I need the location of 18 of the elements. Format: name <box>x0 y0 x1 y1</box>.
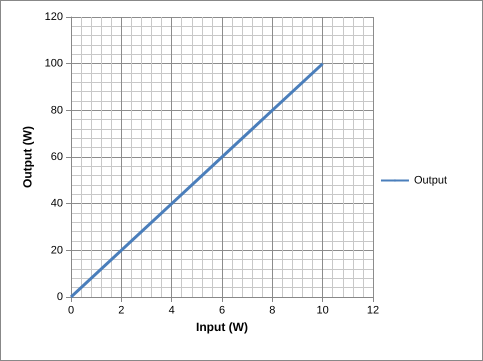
y-tick-label: 0 <box>56 291 63 303</box>
x-tick-label: 0 <box>68 304 74 316</box>
x-axis-title: Input (W) <box>196 320 248 334</box>
y-tick-label: 120 <box>44 11 63 23</box>
y-tick-label: 60 <box>50 151 63 163</box>
x-tick-label: 4 <box>168 304 175 316</box>
x-tick-label: 6 <box>218 304 226 316</box>
x-tick-label: 2 <box>118 304 124 316</box>
y-axis-title: Output (W) <box>20 126 35 188</box>
y-tick-label: 80 <box>50 104 63 116</box>
x-tick-label: 8 <box>269 304 276 316</box>
line-series <box>70 62 324 298</box>
legend-label: Output <box>414 174 448 186</box>
y-tick-label: 100 <box>44 58 63 70</box>
y-tick-label: 20 <box>50 244 63 256</box>
y-tick-label: 40 <box>50 198 63 210</box>
x-tick-label: 12 <box>366 304 380 316</box>
x-tick-label: 10 <box>316 304 329 316</box>
